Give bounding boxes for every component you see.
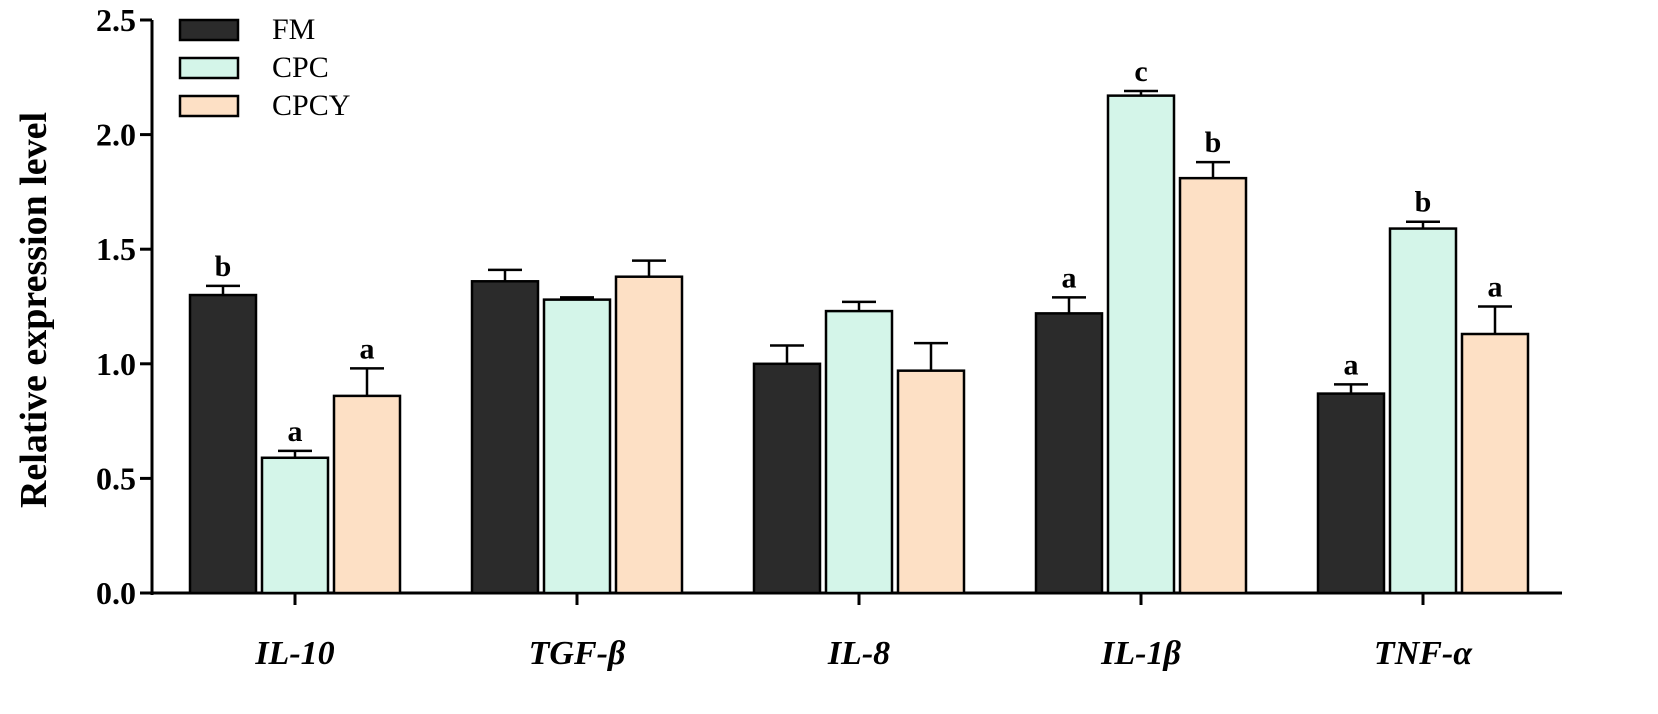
bar-cpc [1106, 94, 1176, 595]
legend-label-cpcy: CPCY [272, 89, 350, 122]
legend-swatch-cpcy [178, 94, 240, 118]
y-tick-label: 0.0 [96, 575, 136, 611]
significance-label: a [1062, 261, 1077, 294]
bar-cpcy [332, 394, 402, 595]
y-tick-label: 2.5 [96, 2, 136, 38]
y-tick-label: 1.0 [96, 346, 136, 382]
bar-fm [1034, 312, 1104, 595]
bar-fm [752, 362, 822, 595]
significance-label: b [215, 250, 232, 283]
x-tick-label: TNF-α [1374, 635, 1473, 672]
significance-label: b [1205, 126, 1222, 159]
significance-label: b [1415, 186, 1432, 219]
error-bars [206, 89, 1512, 458]
legend-label-cpc: CPC [272, 51, 329, 84]
x-tick-label: IL-8 [827, 635, 890, 672]
bar-cpc [824, 309, 894, 595]
significance-label: a [360, 332, 375, 365]
bar-cpcy [614, 275, 684, 595]
bar-cpcy [896, 369, 966, 595]
y-tick-label: 0.5 [96, 460, 136, 496]
x-tick-label: TGF-β [529, 635, 626, 672]
significance-label: a [1344, 348, 1359, 381]
bar-cpc [1388, 227, 1458, 595]
y-tick-label: 2.0 [96, 117, 136, 153]
significance-label: c [1134, 55, 1147, 88]
y-tick-label: 1.5 [96, 231, 136, 267]
bars [188, 94, 1530, 595]
legend-swatch-cpc [178, 56, 240, 80]
legend: FM CPC CPCY [178, 13, 350, 122]
x-tick-label: IL-10 [254, 635, 334, 672]
bar-fm [1316, 392, 1386, 595]
legend-swatch-fm [178, 18, 240, 42]
significance-label: a [1488, 271, 1503, 304]
legend-label-fm: FM [272, 13, 315, 46]
significance-labels: b a a a c b a b a [215, 55, 1503, 448]
bar-cpc [542, 298, 612, 595]
bar-cpcy [1178, 176, 1248, 595]
x-tick-label: IL-1β [1100, 635, 1181, 672]
bar-fm [188, 293, 258, 595]
bar-cpc [260, 456, 330, 595]
bar-cpcy [1460, 332, 1530, 595]
bar-fm [470, 280, 540, 595]
significance-label: a [288, 415, 303, 448]
x-tick-labels: IL-10 TGF-β IL-8 IL-1β TNF-α [254, 635, 1473, 672]
y-axis-label: Relative expression level [13, 112, 55, 508]
